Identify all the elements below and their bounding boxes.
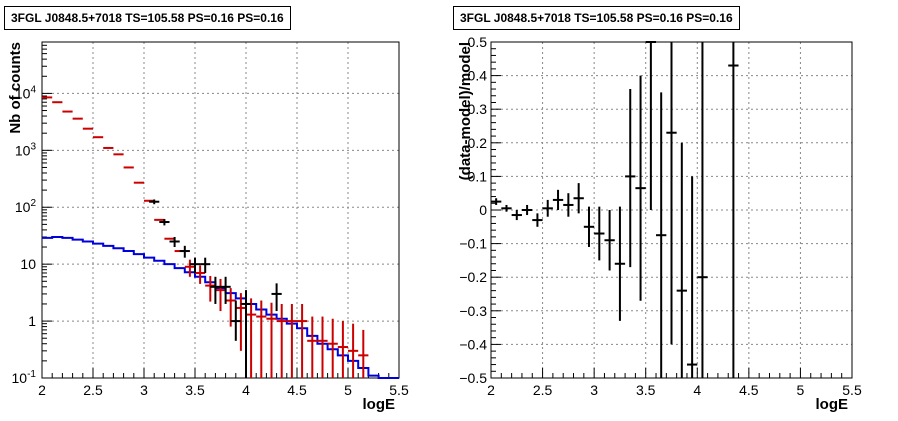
right-x-tick-label: 2.5	[533, 382, 553, 398]
right-y-tick-label: −0.5	[459, 370, 487, 386]
right-y-tick-label: 0.1	[468, 168, 488, 184]
right-x-tick-label: 2	[487, 382, 495, 398]
right-y-tick-label: −0.2	[459, 269, 487, 285]
right-plot-title: 3FGL J0848.5+7018 TS=105.58 PS=0.16 PS=0…	[453, 6, 740, 30]
right-x-tick-label: 3.5	[636, 382, 656, 398]
left-y-tick-label: 103	[15, 141, 37, 158]
left-x-axis-label: logE	[363, 396, 396, 413]
right-y-tick-label: −0.4	[459, 336, 487, 352]
left-x-tick-label: 5	[344, 382, 352, 398]
right-y-tick-label: 0.2	[468, 135, 488, 151]
left-x-tick-label: 4.5	[287, 382, 307, 398]
right-x-tick-label: 4	[693, 382, 701, 398]
right-y-tick-label: 0.5	[468, 34, 488, 50]
left-plot-frame	[41, 41, 400, 379]
left-x-tick-label: 2.5	[83, 382, 103, 398]
left-x-tick-label: 5.5	[389, 382, 409, 398]
right-y-tick-label: 0	[479, 202, 487, 218]
right-x-tick-label: 3	[590, 382, 598, 398]
right-x-tick-label: 5	[797, 382, 805, 398]
right-x-axis-label: logE	[816, 396, 849, 413]
right-y-axis-label: (data-model)/model	[457, 42, 474, 180]
left-y-tick-label: 104	[15, 84, 37, 101]
left-y-axis-label: Nb of counts	[7, 42, 24, 134]
left-x-tick-label: 3	[140, 382, 148, 398]
left-y-tick-label: 10-1	[12, 369, 37, 386]
left-x-tick-label: 4	[242, 382, 250, 398]
right-y-tick-label: −0.1	[459, 236, 487, 252]
right-x-tick-label: 4.5	[739, 382, 759, 398]
right-y-tick-label: 0.4	[468, 68, 488, 84]
left-y-tick-label: 102	[15, 198, 37, 215]
right-x-tick-label: 5.5	[842, 382, 862, 398]
right-y-tick-label: 0.3	[468, 101, 488, 117]
left-plot-title: 3FGL J0848.5+7018 TS=105.58 PS=0.16 PS=0…	[4, 6, 291, 30]
left-y-tick-label: 10	[20, 256, 36, 272]
left-y-tick-label: 1	[28, 313, 36, 329]
right-y-tick-label: −0.3	[459, 303, 487, 319]
left-x-tick-label: 2	[38, 382, 46, 398]
left-x-tick-label: 3.5	[185, 382, 205, 398]
